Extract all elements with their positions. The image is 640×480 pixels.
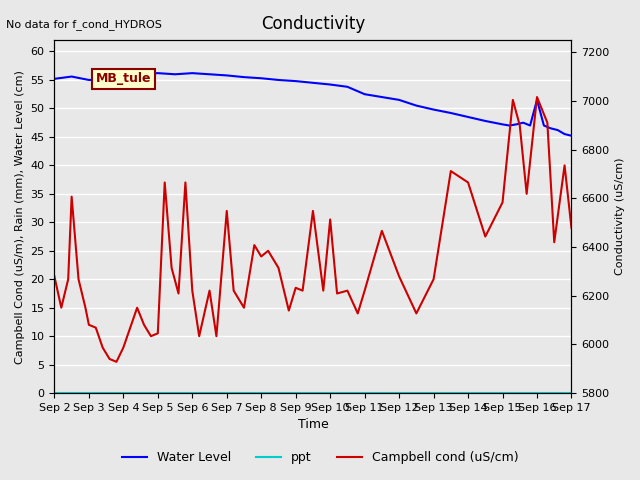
Title: Conductivity: Conductivity: [261, 15, 365, 33]
Y-axis label: Campbell Cond (uS/m), Rain (mm), Water Level (cm): Campbell Cond (uS/m), Rain (mm), Water L…: [15, 70, 25, 363]
Y-axis label: Conductivity (uS/cm): Conductivity (uS/cm): [615, 158, 625, 276]
Text: No data for f_cond_HYDROS: No data for f_cond_HYDROS: [6, 19, 163, 30]
X-axis label: Time: Time: [298, 419, 328, 432]
Legend: Water Level, ppt, Campbell cond (uS/cm): Water Level, ppt, Campbell cond (uS/cm): [116, 446, 524, 469]
Text: MB_tule: MB_tule: [96, 72, 151, 85]
